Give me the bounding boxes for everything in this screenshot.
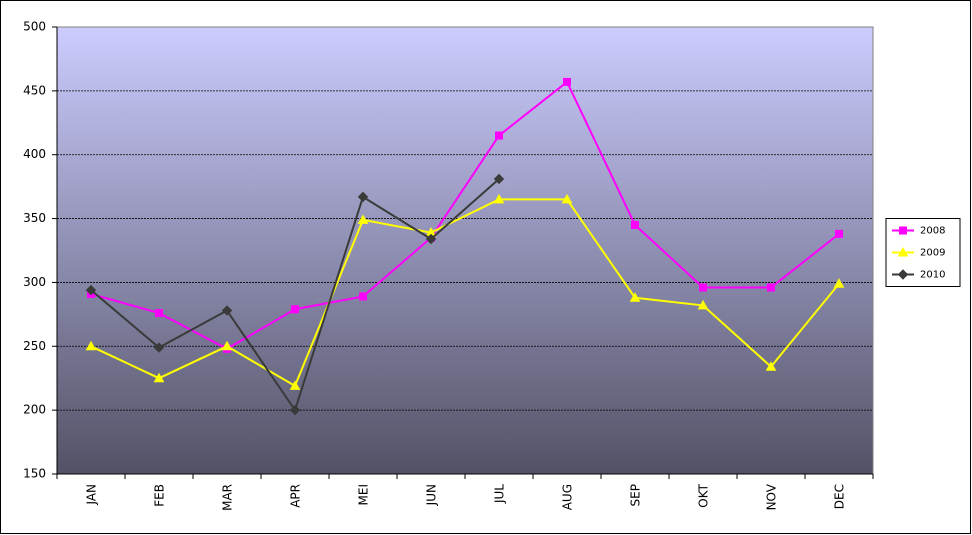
data-point (85, 340, 97, 351)
x-tick-label: JUL (493, 484, 507, 504)
y-tick-label: 350 (23, 211, 46, 225)
series-line (90, 198, 840, 388)
y-tick-label: 250 (23, 339, 46, 353)
data-point (765, 361, 777, 371)
y-tick-label: 300 (23, 275, 46, 289)
series-line (90, 80, 840, 350)
y-tick-label: 400 (23, 147, 46, 161)
data-point (153, 372, 165, 383)
data-point (697, 299, 709, 310)
data-point (699, 283, 707, 292)
data-point (561, 193, 573, 204)
data-point (425, 233, 437, 245)
data-point (631, 220, 639, 229)
legend-label: 2008 (920, 226, 945, 237)
x-tick-label: MAR (221, 484, 235, 511)
data-point (153, 342, 165, 353)
x-tick-label: DEC (833, 484, 847, 509)
data-point (155, 309, 163, 318)
x-tick-label: JAN (85, 484, 99, 506)
x-tick-label: MEI (357, 484, 371, 505)
y-tick-label: 200 (23, 403, 46, 417)
data-point (493, 193, 505, 204)
data-point (629, 292, 641, 302)
legend-marker (899, 226, 907, 235)
data-point (359, 292, 367, 301)
data-point (833, 278, 845, 288)
data-point (563, 77, 571, 86)
legend-marker (897, 246, 909, 257)
x-tick-label: NOV (765, 483, 779, 510)
legend-label: 2009 (920, 248, 945, 259)
data-point (357, 191, 369, 203)
data-point (493, 173, 505, 185)
data-point (221, 340, 233, 351)
data-point (357, 214, 369, 224)
x-tick-label: APR (289, 484, 303, 508)
data-point (291, 305, 299, 314)
data-point (289, 404, 301, 416)
y-tick-label: 150 (23, 467, 46, 481)
legend: 2008 2009 2010 (885, 218, 961, 287)
data-point (767, 283, 775, 292)
x-tick-label: FEB (153, 484, 167, 507)
y-tick-label: 500 (23, 20, 46, 34)
plot-area (56, 26, 874, 475)
data-point (289, 380, 301, 390)
x-tick-label: OKT (697, 483, 711, 507)
x-tick-label: SEP (629, 484, 643, 506)
legend-marker (897, 269, 909, 280)
x-tick-label: AUG (561, 484, 575, 510)
data-point (221, 305, 233, 316)
x-tick-label: JUN (425, 484, 439, 506)
data-point (835, 229, 843, 238)
data-point (85, 284, 97, 296)
legend-label: 2010 (920, 270, 945, 281)
data-point (495, 131, 503, 140)
y-tick-label: 450 (23, 83, 46, 97)
